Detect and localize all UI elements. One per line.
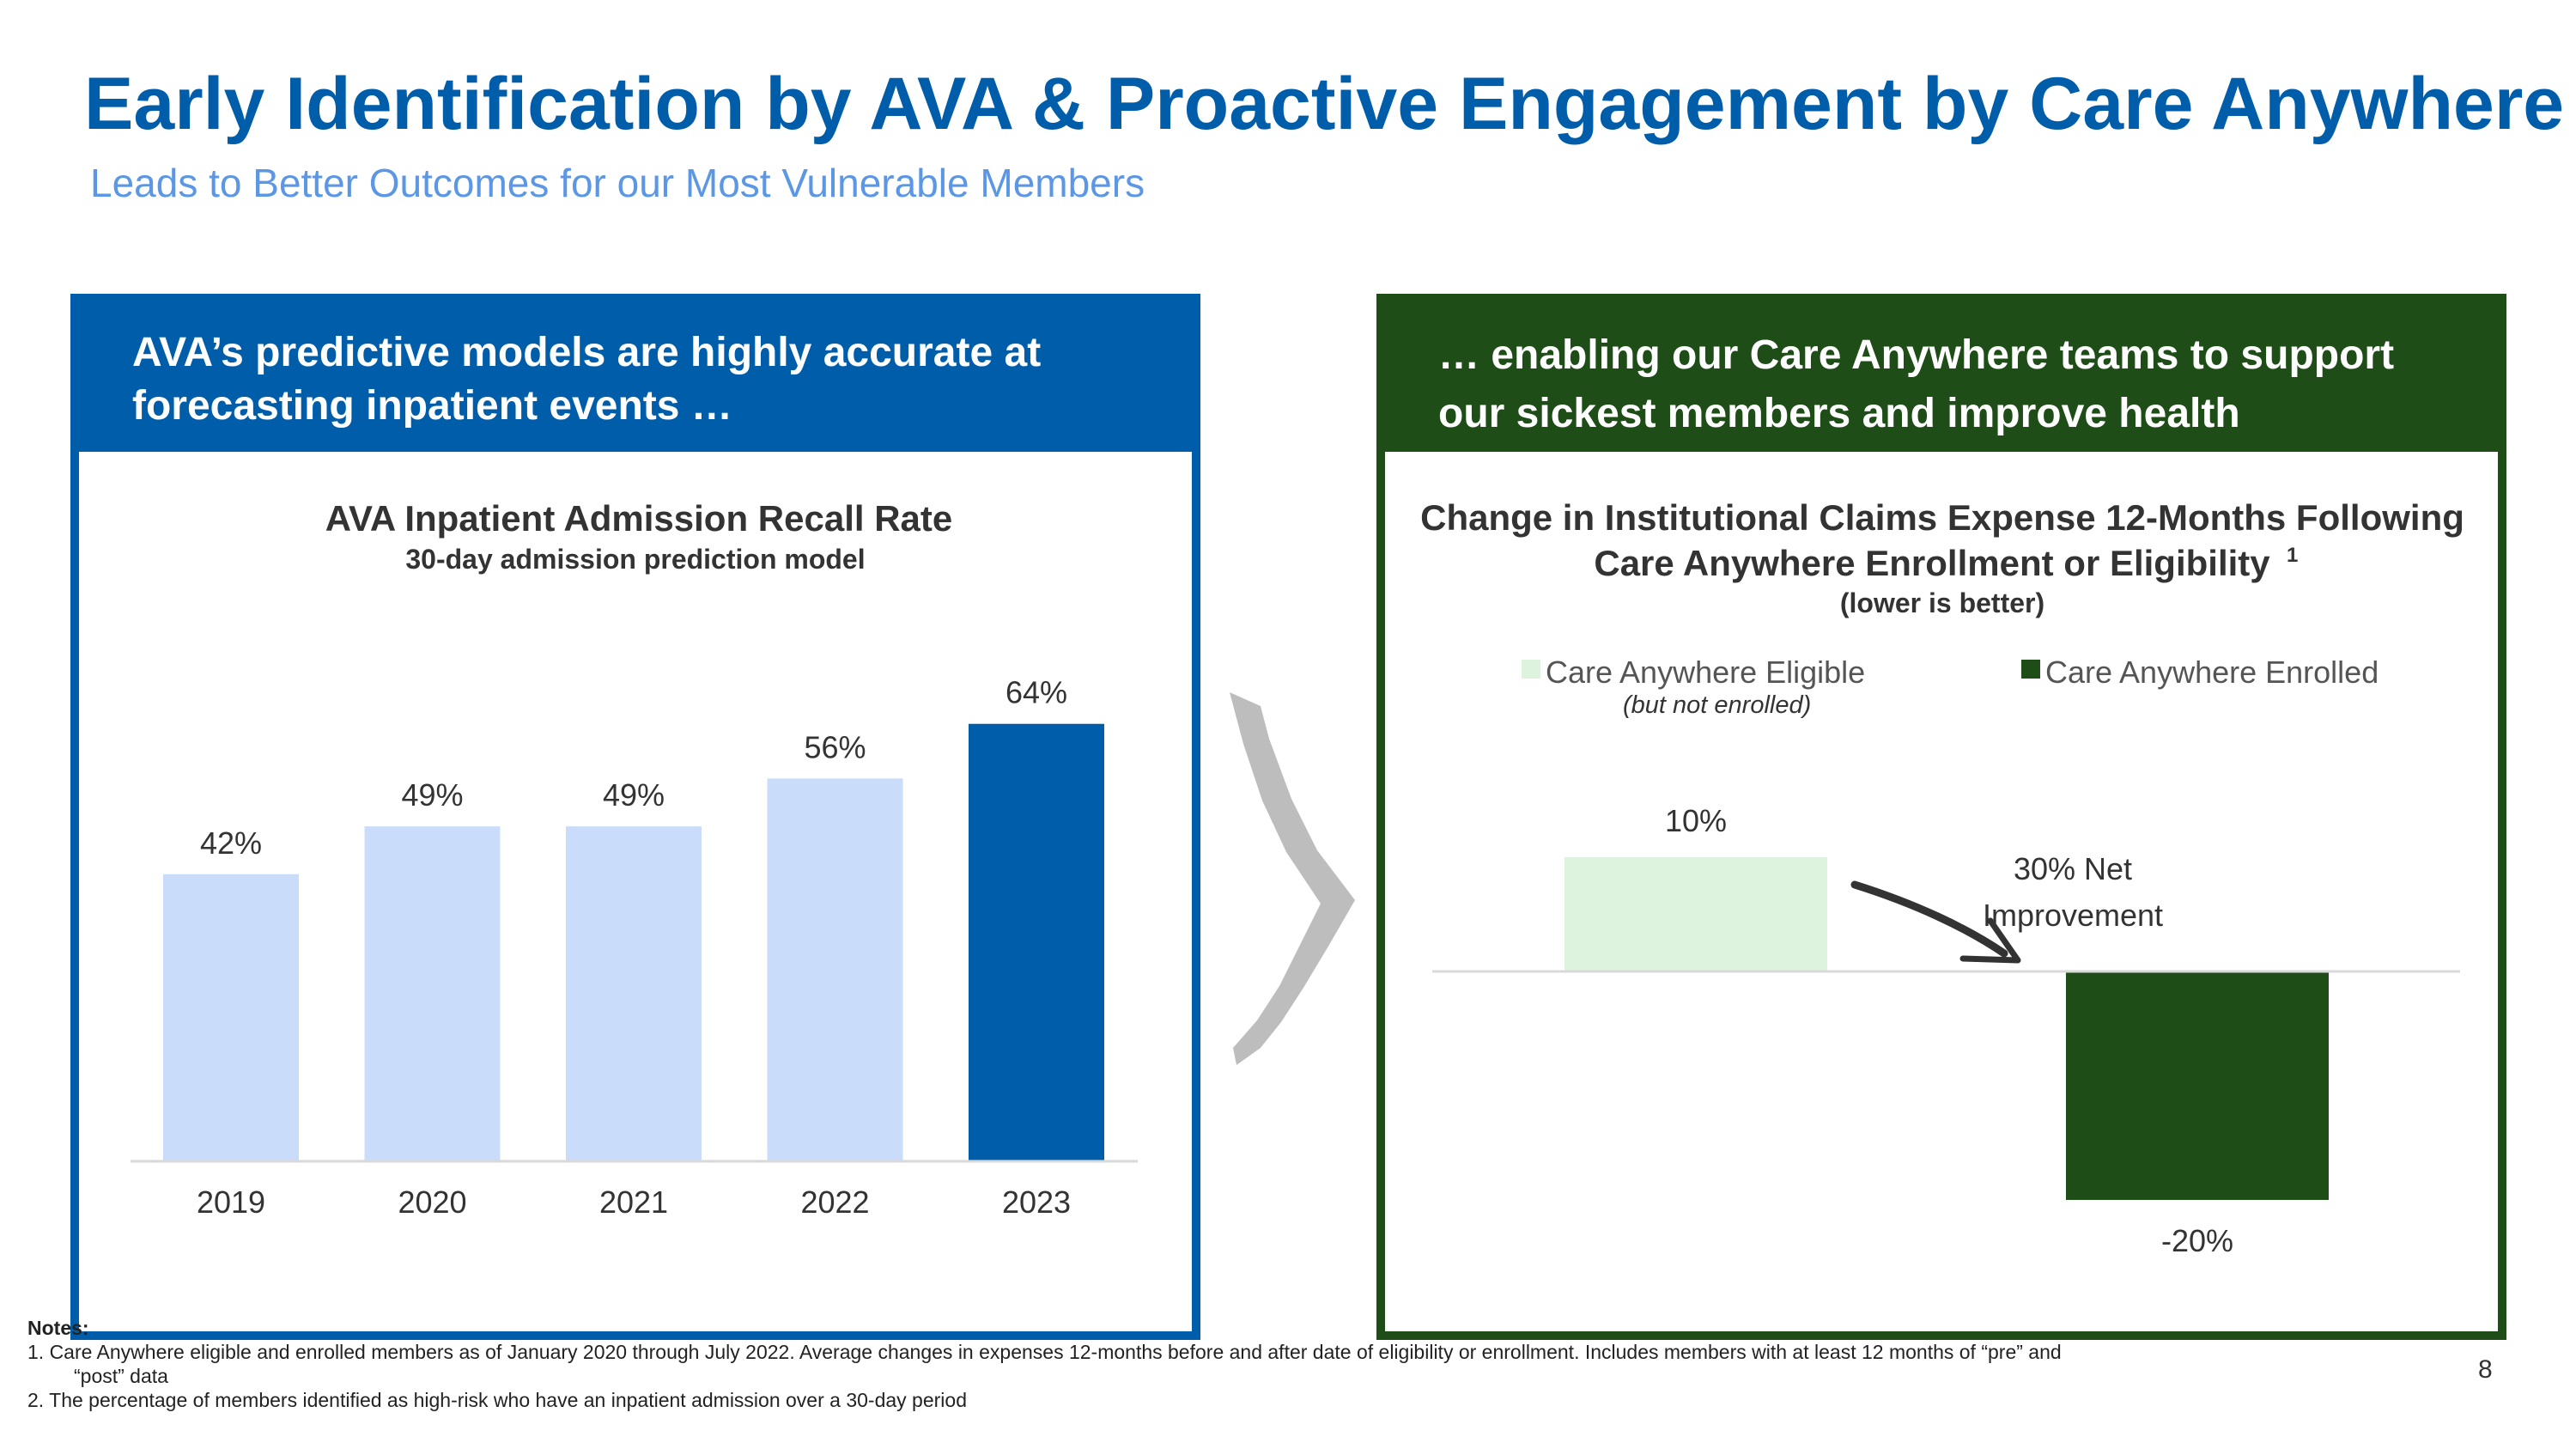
chevron-arrow-icon	[1230, 692, 1355, 1065]
page-subtitle: Leads to Better Outcomes for our Most Vu…	[90, 161, 1145, 205]
legend-swatch-enrolled	[2021, 660, 2040, 679]
note-1: 1. Care Anywhere eligible and enrolled m…	[27, 1341, 2062, 1363]
recall-data-label-2020: 49%	[401, 777, 463, 813]
right-panel: … enabling our Care Anywhere teams to su…	[1376, 294, 2506, 1340]
recall-chart-subtitle: 30-day admission prediction model	[405, 544, 865, 575]
recall-tick-label-2019: 2019	[197, 1184, 265, 1220]
recall-data-label-2023: 64%	[1005, 675, 1067, 710]
recall-chart-title: AVA Inpatient Admission Recall Rate	[325, 498, 952, 539]
footnotes: Notes: 1. Care Anywhere eligible and enr…	[27, 1316, 2062, 1412]
recall-tick-label-2022: 2022	[800, 1184, 869, 1220]
legend-label-eligible: Care Anywhere Eligible	[1546, 654, 1865, 690]
recall-tick-label-2021: 2021	[599, 1184, 668, 1220]
right-heading-line2: our sickest members and improve health	[1438, 391, 2240, 436]
net-improvement-label-line2: Improvement	[1983, 898, 2163, 933]
claims-chart-subtitle: (lower is better)	[1840, 588, 2044, 618]
legend-swatch-eligible	[1522, 660, 1540, 679]
notes-heading: Notes:	[27, 1317, 89, 1339]
recall-tick-label-2020: 2020	[398, 1184, 466, 1220]
recall-tick-label-2023: 2023	[1002, 1184, 1071, 1220]
note-2: 2. The percentage of members identified …	[27, 1389, 967, 1411]
net-improvement-arrow-icon	[1850, 880, 2008, 958]
recall-bar-2020	[364, 826, 501, 1161]
note-1-continued: “post” data	[74, 1365, 168, 1387]
right-panel-heading: … enabling our Care Anywhere teams to su…	[1385, 302, 2498, 452]
recall-data-label-2021: 49%	[603, 777, 665, 813]
left-panel: AVA’s predictive models are highly accur…	[70, 294, 1200, 1340]
recall-chart-bars: 42% 2019 49% 2020 49% 2021 56% 2022 64% 2023	[163, 675, 1104, 1220]
recall-data-label-2019: 42%	[200, 825, 262, 861]
claims-bar-eligible	[1564, 857, 1827, 971]
claims-chart-footnote-sup: 1	[2287, 544, 2298, 567]
recall-bar-2023	[969, 723, 1104, 1161]
recall-data-label-2022: 56%	[804, 729, 866, 764]
claims-chart-title-line2: Care Anywhere Enrollment or Eligibility	[1594, 543, 2270, 583]
page-title: Early Identification by AVA & Proactive …	[84, 63, 2565, 145]
net-improvement-label-line1: 30% Net	[2014, 851, 2132, 886]
recall-bar-2022	[767, 778, 903, 1161]
left-panel-heading: AVA’s predictive models are highly accur…	[79, 302, 1192, 452]
left-heading-line1: AVA’s predictive models are highly accur…	[132, 330, 1042, 375]
left-heading-line2: forecasting inpatient events …	[132, 383, 732, 429]
page-number: 8	[2478, 1355, 2493, 1384]
recall-bar-2019	[163, 874, 299, 1161]
recall-bar-2021	[566, 826, 702, 1161]
claims-chart-bars: 10% -20%	[1564, 803, 2329, 1258]
claims-data-label-enrolled: -20%	[2161, 1223, 2233, 1258]
legend-label-enrolled: Care Anywhere Enrolled	[2045, 654, 2379, 690]
net-improvement-arrowhead-icon	[1959, 917, 2021, 964]
right-heading-line1: … enabling our Care Anywhere teams to su…	[1438, 332, 2395, 378]
claims-data-label-eligible: 10%	[1665, 803, 1727, 838]
legend-note-eligible: (but not enrolled)	[1623, 691, 1811, 719]
claims-chart-title-line1: Change in Institutional Claims Expense 1…	[1420, 497, 2464, 538]
claims-bar-enrolled	[2066, 971, 2329, 1200]
